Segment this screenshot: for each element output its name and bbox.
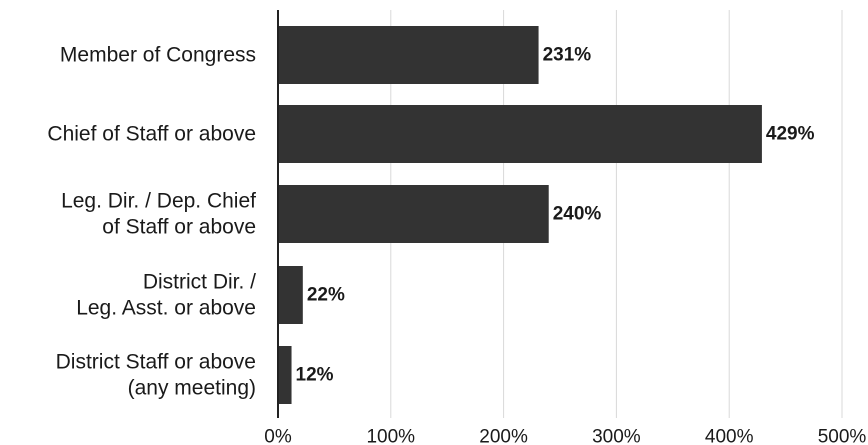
- data-label: 22%: [307, 285, 345, 306]
- bar: [278, 266, 303, 324]
- bar: [278, 346, 292, 404]
- x-tick-label: 200%: [479, 427, 528, 445]
- bars: [278, 26, 762, 404]
- category-label: of Staff or above: [102, 216, 256, 239]
- category-label: Leg. Dir. / Dep. Chief: [61, 190, 256, 213]
- category-label: District Staff or above: [56, 351, 256, 374]
- bar: [278, 105, 762, 163]
- x-axis-tick-labels: 0% 100% 200% 300% 400% 500%: [264, 427, 866, 445]
- data-label: 12%: [296, 365, 334, 386]
- data-label: 429%: [766, 124, 815, 145]
- x-tick-label: 100%: [366, 427, 415, 445]
- x-tick-label: 400%: [705, 427, 754, 445]
- data-label: 231%: [543, 45, 592, 66]
- x-tick-label: 300%: [592, 427, 641, 445]
- category-label: Member of Congress: [60, 44, 256, 67]
- category-label: Chief of Staff or above: [47, 123, 256, 146]
- category-label: District Dir. /: [143, 271, 256, 294]
- category-label: (any meeting): [128, 377, 256, 400]
- x-tick-label: 0%: [264, 427, 292, 445]
- bar: [278, 185, 549, 243]
- data-labels: 231% 429% 240% 22% 12%: [296, 45, 815, 386]
- category-label: Leg. Asst. or above: [76, 297, 256, 320]
- x-tick-label: 500%: [818, 427, 867, 445]
- data-label: 240%: [553, 204, 602, 225]
- bar: [278, 26, 539, 84]
- category-labels: Member of Congress Chief of Staff or abov…: [47, 44, 256, 400]
